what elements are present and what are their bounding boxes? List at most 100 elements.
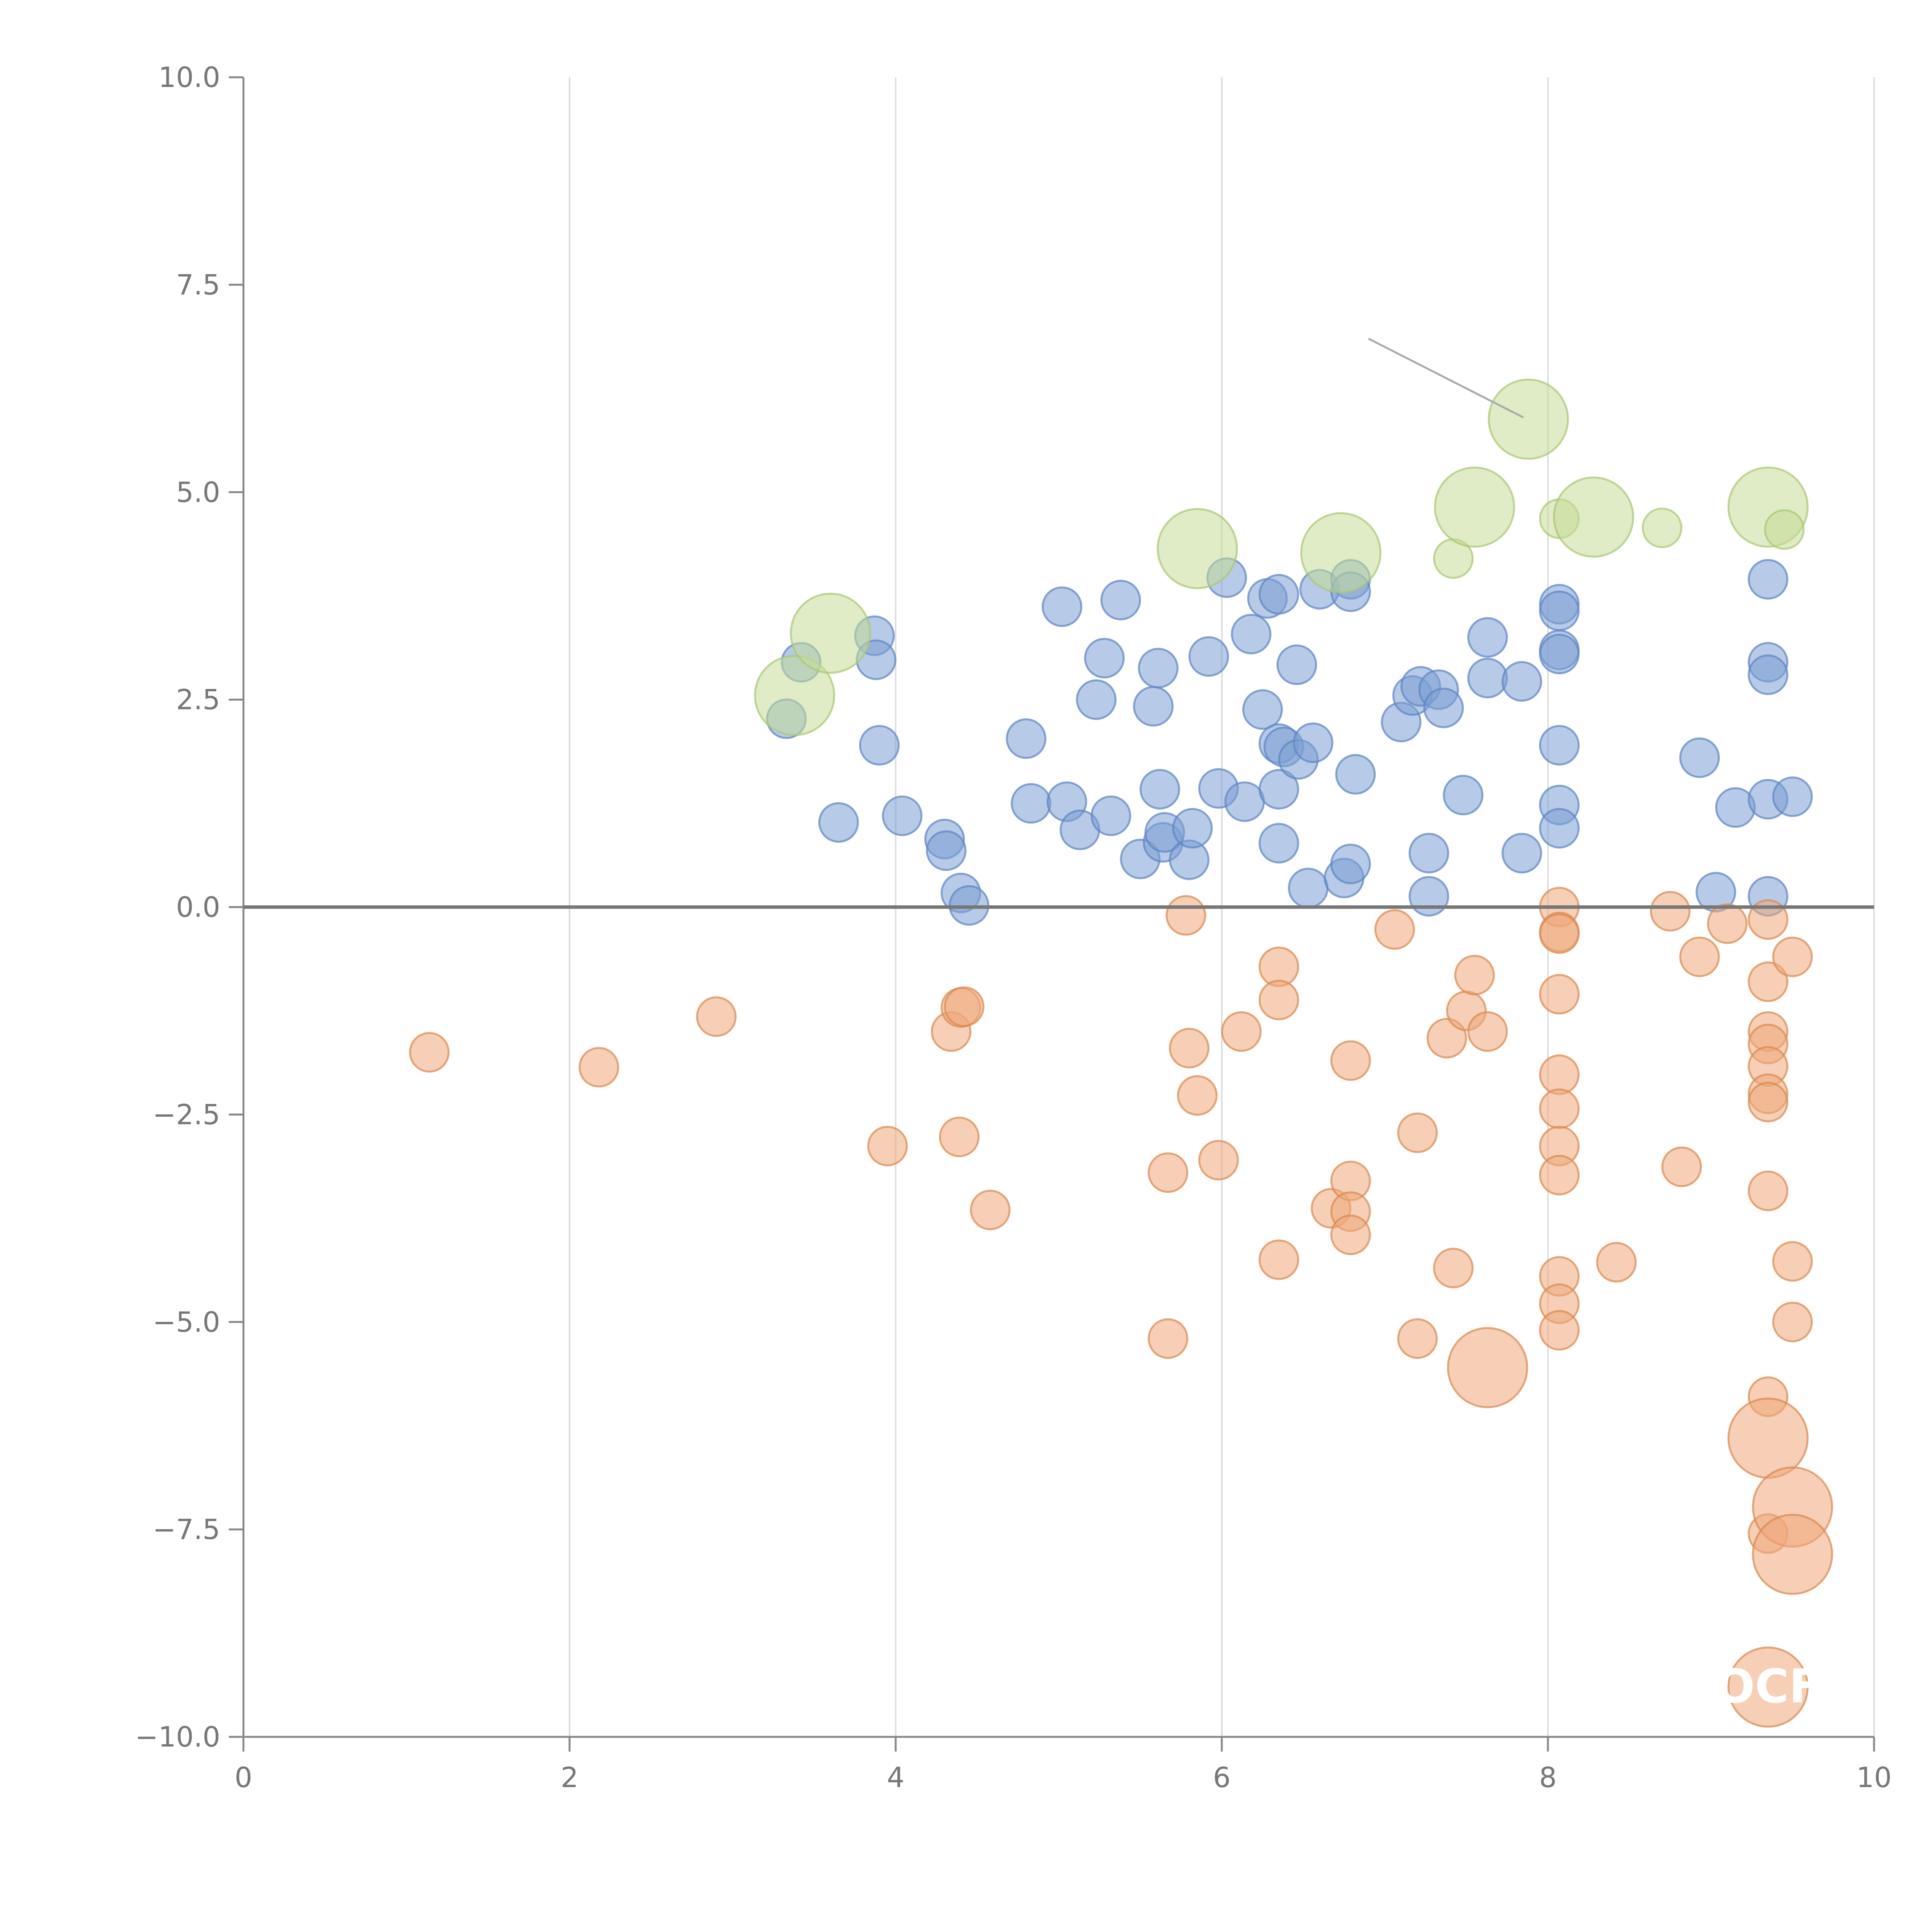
data-point-positive	[1748, 559, 1789, 600]
x-tick-label: 10	[1856, 1761, 1892, 1794]
data-point-negative	[1596, 1242, 1637, 1283]
data-point-negative	[970, 1189, 1011, 1230]
data-point-negative	[1330, 1040, 1371, 1081]
y-tick-label: −5.0	[153, 1306, 220, 1338]
data-point-negative	[1539, 974, 1580, 1015]
y-tick-label: −7.5	[153, 1513, 220, 1546]
data-point-negative	[1426, 1018, 1467, 1059]
data-point-negative	[1679, 936, 1720, 977]
data-point-highlight	[1434, 466, 1515, 548]
y-tick-label: 10.0	[158, 61, 220, 94]
data-point-positive	[1090, 795, 1131, 836]
data-point-negative	[1177, 1075, 1218, 1116]
x-tick-label: 8	[1539, 1761, 1557, 1794]
data-point-positive	[1242, 689, 1283, 730]
data-point-negative	[1330, 1214, 1371, 1255]
data-point-positive	[1133, 686, 1174, 727]
data-point-positive	[1467, 617, 1508, 658]
data-point-negative	[409, 1032, 450, 1073]
data-point-positive	[1259, 823, 1299, 864]
data-point-positive	[1748, 654, 1789, 695]
data-point-negative	[696, 996, 737, 1037]
data-point-negative	[1539, 1155, 1580, 1196]
data-point-negative	[1374, 909, 1415, 950]
data-point-positive	[1224, 781, 1265, 822]
data-point-negative	[1661, 1146, 1702, 1187]
data-point-positive	[1006, 718, 1047, 759]
data-point-negative	[944, 986, 985, 1027]
data-point-highlight	[754, 655, 835, 736]
data-point-highlight	[1553, 476, 1634, 558]
data-point-highlight	[1764, 509, 1805, 550]
y-tick-label: 0.0	[176, 891, 220, 923]
data-point-negative	[1467, 1011, 1508, 1052]
data-point-negative	[867, 1126, 908, 1167]
data-point-negative	[1397, 1318, 1438, 1359]
data-point-positive	[1467, 658, 1508, 699]
data-point-positive	[1423, 687, 1464, 728]
data-point-negative	[1148, 1318, 1189, 1359]
axis-layer: 0 2 4 6 8 10 −10.0 −7.5 −5.0 −2.5 0.0 2.5 5.0 7.5 10.0	[135, 61, 1891, 1794]
data-point-highlight	[1488, 378, 1569, 460]
data-point-negative	[1748, 899, 1789, 940]
data-point-positive	[1772, 776, 1813, 817]
data-point-positive	[1335, 754, 1376, 795]
data-point-positive	[926, 830, 967, 871]
data-point-negative	[1772, 1301, 1813, 1342]
leader-line	[1368, 338, 1524, 418]
data-point-positive	[1041, 586, 1082, 627]
y-tick-label: 5.0	[176, 476, 220, 509]
data-point-negative	[1198, 1139, 1239, 1180]
data-point-positive	[1138, 648, 1179, 689]
data-point-negative	[1539, 1054, 1580, 1095]
data-point-positive	[1293, 722, 1333, 763]
data-point-positive	[1330, 844, 1371, 884]
data-point-negative	[1727, 1646, 1809, 1728]
data-point-positive	[1188, 636, 1229, 677]
data-point-negative	[1148, 1152, 1189, 1193]
data-point-negative	[1748, 961, 1789, 1002]
data-point-highlight	[1641, 507, 1682, 548]
data-point-positive	[1539, 590, 1580, 631]
data-point-negative	[1539, 913, 1580, 954]
data-point-negative	[1748, 1082, 1789, 1122]
data-point-positive	[1501, 661, 1542, 702]
y-tick-label: −10.0	[135, 1721, 220, 1753]
data-point-positive	[1172, 808, 1213, 849]
data-point-positive	[1408, 833, 1449, 874]
data-point-positive	[1501, 833, 1542, 874]
data-point-positive	[1288, 867, 1329, 908]
data-point-positive	[1679, 737, 1720, 778]
data-point-positive	[1408, 876, 1449, 917]
data-point-negative	[578, 1047, 619, 1088]
annotation-layer: OCF	[1368, 338, 1821, 1714]
x-tick-label: 6	[1213, 1761, 1231, 1794]
data-point-negative	[1707, 903, 1748, 944]
data-point-negative	[1447, 1327, 1528, 1408]
data-point-positive	[1539, 808, 1580, 849]
annotation-label: OCF	[1716, 1660, 1821, 1714]
data-point-positive	[1259, 769, 1299, 810]
data-point-highlight	[1300, 512, 1382, 594]
y-tick-label: 7.5	[176, 269, 220, 301]
data-point-negative	[1169, 1028, 1210, 1069]
data-point-negative	[1165, 895, 1206, 936]
data-point-positive	[1084, 638, 1125, 679]
data-point-positive	[1231, 614, 1272, 655]
data-point-highlight	[1156, 508, 1238, 589]
data-point-negative	[1727, 1397, 1809, 1479]
data-point-positive	[1076, 679, 1117, 720]
data-point-positive	[1539, 634, 1580, 675]
data-point-positive	[1276, 644, 1317, 685]
data-point-negative	[1433, 1248, 1474, 1289]
data-point-negative	[1539, 1310, 1580, 1351]
marks-layer	[409, 378, 1833, 1728]
data-point-negative	[1650, 891, 1690, 932]
data-point-negative	[1752, 1514, 1833, 1595]
data-point-negative	[1539, 1088, 1580, 1129]
x-tick-label: 4	[887, 1761, 905, 1794]
data-point-negative	[939, 1116, 980, 1157]
data-point-positive	[1259, 574, 1299, 615]
data-point-negative	[1259, 980, 1299, 1020]
